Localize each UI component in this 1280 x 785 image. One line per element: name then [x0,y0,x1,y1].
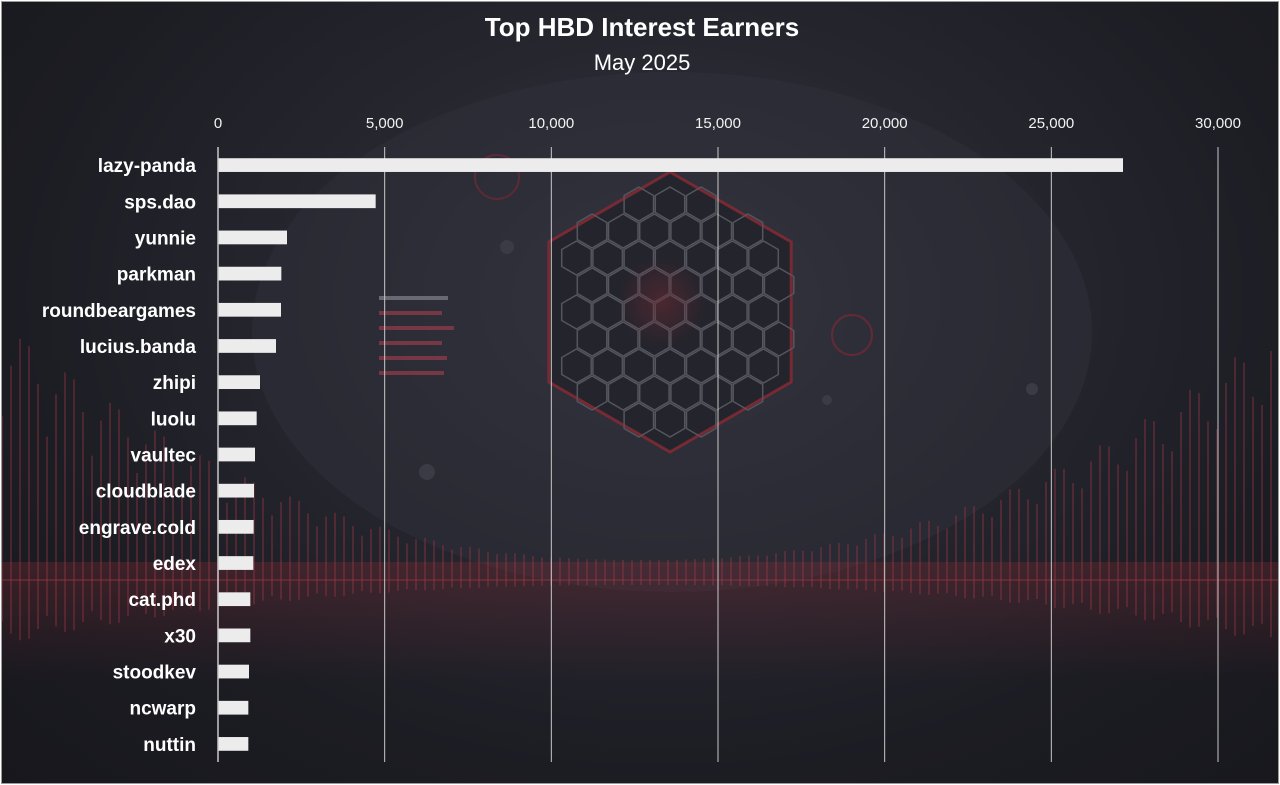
bar-ncwarp [218,700,249,715]
x-tick-label: 5,000 [366,115,404,132]
bar-lazy-panda [218,158,1123,172]
category-label: stoodkev [113,663,197,684]
bar-parkman [218,266,282,281]
category-label: zhipi [153,373,196,394]
category-label: engrave.cold [79,518,196,539]
x-axis-ticks: 0 5,000 10,000 15,000 20,000 25,000 30,000 [214,115,1241,132]
bar-cat.phd [218,592,251,607]
category-label: edex [153,554,197,575]
x-tick-label: 20,000 [862,115,908,132]
bar-zhipi [218,375,260,390]
category-label: roundbeargames [42,301,196,322]
bar-cloudblade [218,483,254,498]
gridlines [384,147,1219,762]
bar-engrave.cold [218,519,254,534]
chart-subtitle: May 2025 [593,50,691,75]
bar-vaultec [218,447,255,462]
category-label: vaultec [131,446,197,467]
chart-title: Top HBD Interest Earners [484,12,800,42]
category-labels: lazy-panda sps.dao yunnie parkman roundbearg… [42,156,197,756]
x-tick-label: 30,000 [1195,115,1241,132]
bar-x30 [218,628,251,643]
bar-roundbeargames [218,302,281,317]
bar-sps.dao [218,194,376,209]
bar-luolu [218,411,257,426]
bar-yunnie [218,230,287,245]
category-label: x30 [164,626,196,647]
bar-edex [218,556,254,570]
bars [218,158,1123,751]
category-label: ncwarp [129,699,196,720]
bar-nuttin [218,737,249,751]
x-tick-label: 10,000 [528,115,574,132]
category-label: sps.dao [124,192,196,213]
category-label: cloudblade [96,482,196,503]
category-label: luolu [151,409,196,430]
bar-stoodkev [218,664,249,679]
category-label: parkman [117,265,196,286]
bar-lucius.banda [218,339,276,353]
x-tick-label: 15,000 [695,115,741,132]
category-label: nuttin [143,735,196,756]
category-label: cat.phd [128,590,196,611]
x-tick-label: 0 [214,115,222,132]
x-tick-label: 25,000 [1028,115,1074,132]
category-label: yunnie [135,228,196,249]
category-label: lucius.banda [80,337,197,358]
category-label: lazy-panda [98,156,197,177]
